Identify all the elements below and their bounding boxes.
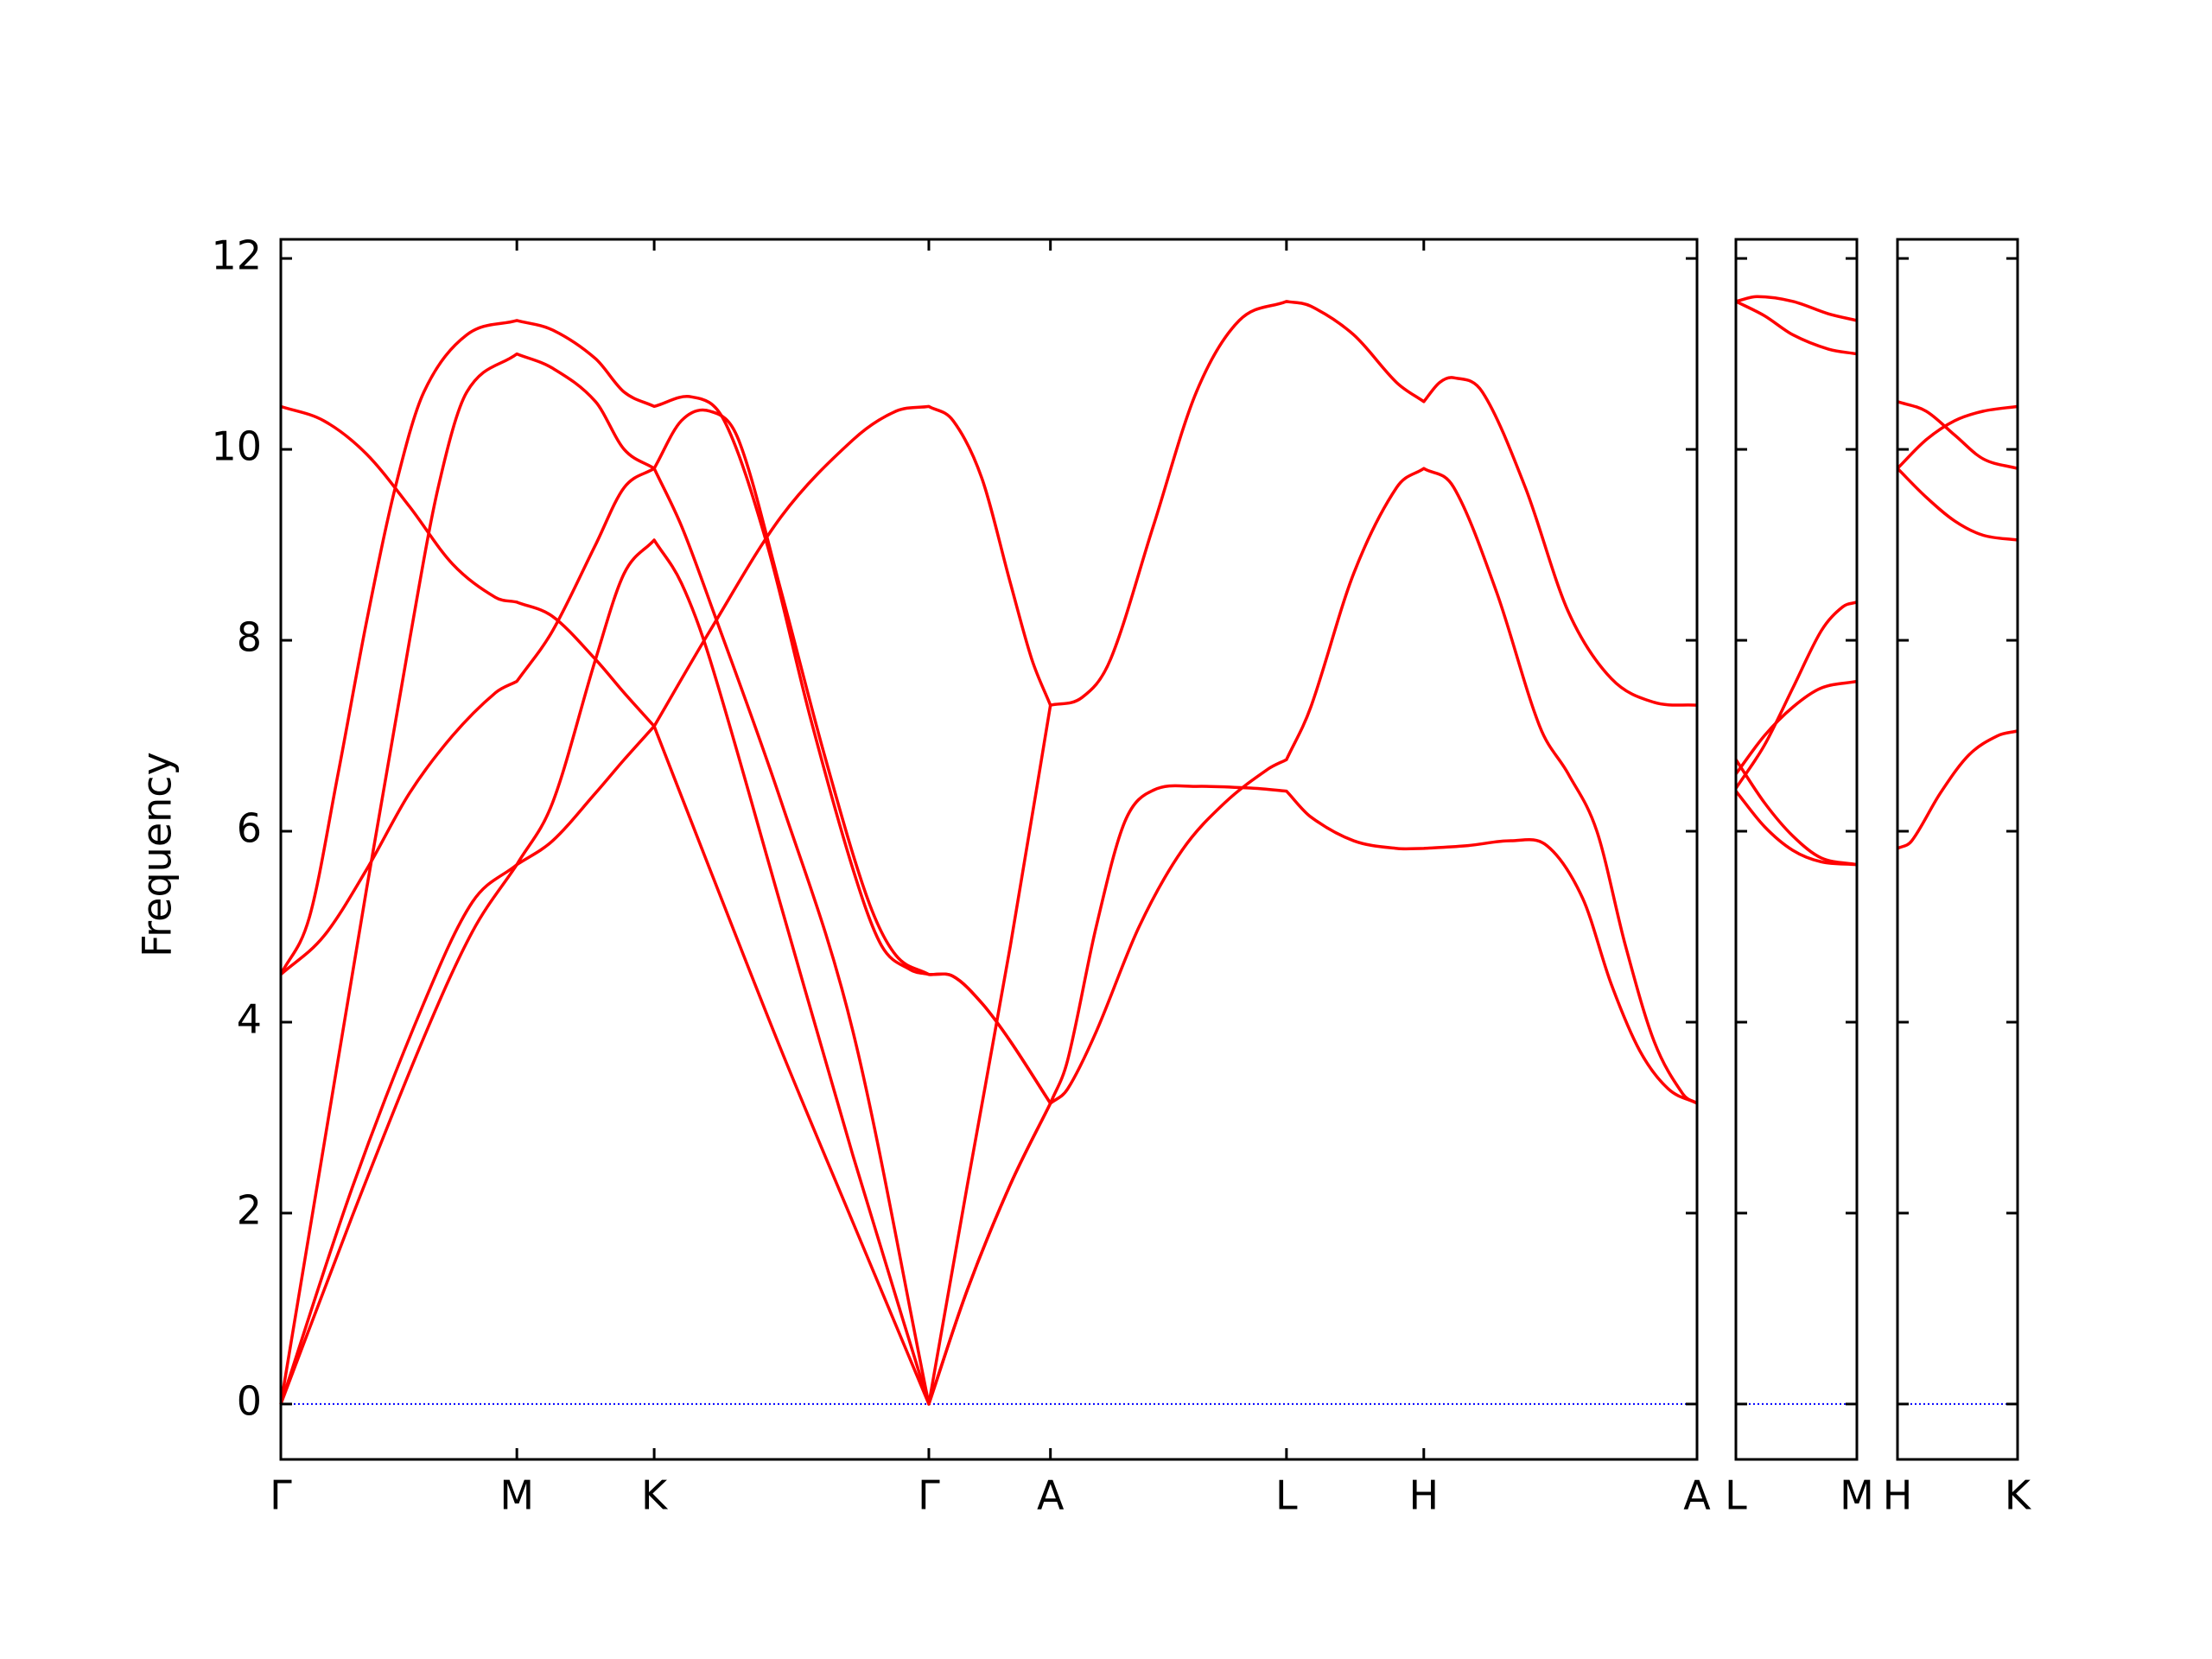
x-tick-label: K (2005, 1472, 2032, 1519)
x-tick-label: H (1883, 1472, 1913, 1519)
y-tick-label: 10 (211, 423, 262, 470)
band-line (1050, 300, 1698, 707)
band-line (1049, 784, 1698, 1105)
band-line (1734, 759, 1858, 867)
x-tick-label: L (1275, 1472, 1298, 1519)
plot-frame (1896, 238, 2019, 1461)
band-line (280, 404, 1052, 1406)
x-tick-label: Γ (918, 1472, 940, 1519)
x-tick-label: M (1840, 1472, 1874, 1519)
band-line (1896, 404, 2018, 470)
x-tick-label: M (499, 1472, 534, 1519)
x-tick-label: A (1037, 1472, 1065, 1519)
x-tick-label: H (1408, 1472, 1439, 1519)
band-line (1049, 467, 1698, 1105)
band-line (279, 404, 1052, 1405)
y-tick-label: 2 (237, 1186, 262, 1233)
band-line (1897, 400, 2018, 470)
y-tick-label: 0 (237, 1377, 262, 1424)
band-line (279, 467, 1052, 1406)
y-tick-label: 8 (237, 614, 262, 661)
plot-frame (279, 238, 1699, 1461)
x-tick-label: Γ (270, 1472, 292, 1519)
x-tick-label: L (1725, 1472, 1747, 1519)
band-line (1735, 300, 1858, 356)
band-line (279, 319, 1052, 1104)
band-line (1734, 601, 1858, 790)
band-line (1735, 295, 1858, 322)
band-line (1734, 790, 1858, 867)
plot-frame (1734, 238, 1859, 1461)
x-tick-label: K (641, 1472, 669, 1519)
y-tick-label: 12 (211, 232, 262, 279)
x-tick-label: A (1683, 1472, 1711, 1519)
band-line (1897, 729, 2018, 850)
band-line (1734, 679, 1858, 775)
y-axis-label: Frequency (134, 752, 181, 957)
band-line (1896, 467, 2018, 542)
y-tick-label: 4 (237, 995, 262, 1042)
y-tick-label: 6 (237, 805, 262, 852)
